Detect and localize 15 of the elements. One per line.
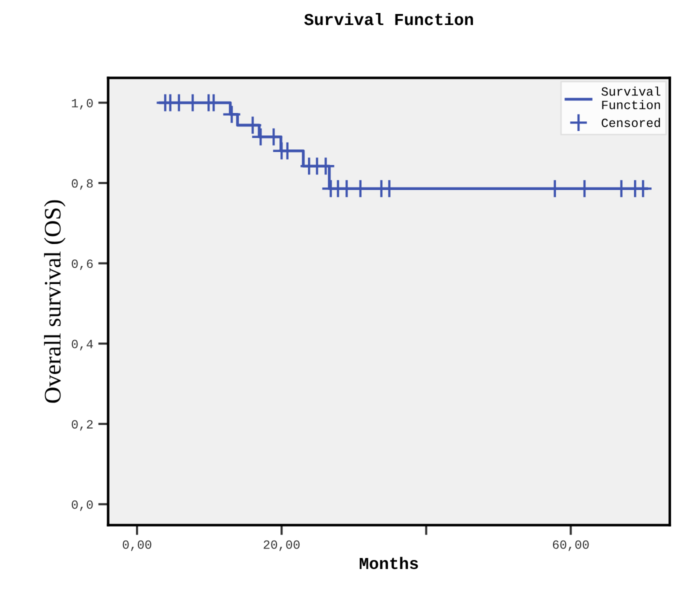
legend-label: Survival Function <box>602 86 660 110</box>
x-axis-title: Months <box>360 556 418 570</box>
legend-label: Censored <box>602 118 660 128</box>
y-tick-label: 0,0 <box>72 500 93 511</box>
x-tick-label: 60,00 <box>552 540 589 551</box>
y-tick-label: 0,4 <box>72 340 93 350</box>
x-tick-label: 20,00 <box>264 540 300 551</box>
y-tick-label: 1,0 <box>72 98 93 110</box>
point <box>222 104 242 124</box>
y-tick-label: 0,8 <box>72 179 93 190</box>
y-tick-label: 0,2 <box>72 420 93 431</box>
x-tick-label: 0,00 <box>122 540 152 551</box>
y-tick-label: 0,6 <box>72 259 93 270</box>
y-axis-title: Overall survival (OS) <box>44 200 66 403</box>
chart-title: Survival Function <box>304 12 473 26</box>
